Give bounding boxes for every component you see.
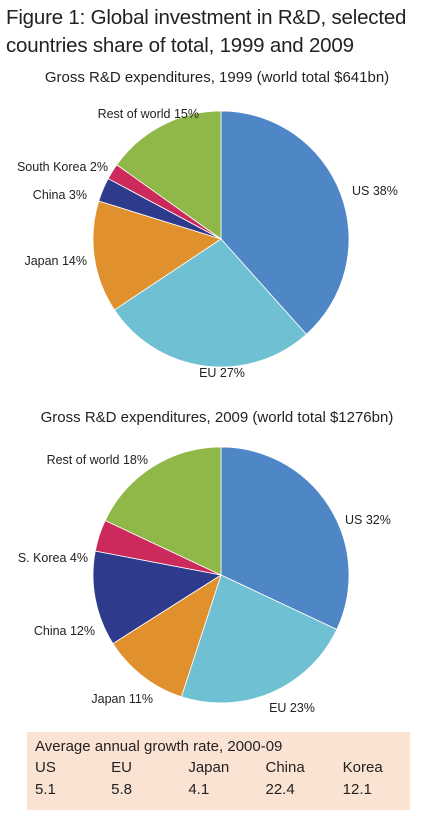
- slice-label-rest-of-world: Rest of world 15%: [98, 107, 199, 121]
- slice-label-eu: EU 23%: [269, 701, 315, 715]
- growth-value-china: 22.4: [265, 781, 295, 798]
- slice-label-rest-of-world: Rest of world 18%: [47, 453, 148, 467]
- growth-value-row: 5.1 5.8 4.1 22.4 12.1: [35, 779, 402, 801]
- pie-title: Gross R&D expenditures, 1999 (world tota…: [45, 69, 389, 86]
- growth-header-us: US: [35, 759, 56, 776]
- growth-header-korea: Korea: [342, 759, 383, 776]
- slice-label-s-korea: S. Korea 4%: [18, 551, 88, 565]
- pie-slice-japan: [112, 574, 222, 698]
- slice-label-china: China 12%: [34, 624, 95, 638]
- pie-slice-rest-of-world: [104, 446, 222, 576]
- growth-table-title: Average annual growth rate, 2000-09: [35, 738, 283, 755]
- pie-slice-eu: [180, 574, 338, 704]
- slice-label-south-korea: South Korea 2%: [17, 160, 108, 174]
- growth-header-eu: EU: [111, 759, 133, 776]
- growth-rate-table: Average annual growth rate, 2000-09 US E…: [27, 732, 410, 810]
- pie-slice-japan: [92, 200, 222, 311]
- slice-label-china: China 3%: [33, 188, 87, 202]
- slice-label-eu: EU 27%: [199, 366, 245, 380]
- growth-value-eu: 5.8: [111, 781, 133, 798]
- pie-slice-eu: [113, 238, 307, 368]
- growth-value-japan: 4.1: [188, 781, 210, 798]
- figure-title: Figure 1: Global investment in R&D, sele…: [6, 6, 407, 57]
- growth-header-row: US EU Japan China Korea: [35, 757, 402, 779]
- growth-value-us: 5.1: [35, 781, 56, 798]
- pie-slice-rest-of-world: [116, 110, 222, 240]
- slice-label-japan: Japan 14%: [24, 254, 87, 268]
- slice-label-us: US 32%: [345, 513, 391, 527]
- growth-header-japan: Japan: [188, 759, 230, 776]
- growth-header-china: China: [265, 759, 305, 776]
- pie-slice-us: [220, 110, 350, 335]
- growth-value-korea: 12.1: [342, 781, 372, 798]
- pie-slice-china: [92, 550, 223, 645]
- pie-slice-us: [220, 446, 350, 631]
- pie-chart-2009: Gross R&D expenditures, 2009 (world tota…: [18, 409, 394, 715]
- slice-label-us: US 38%: [352, 184, 398, 198]
- slice-label-japan: Japan 11%: [91, 692, 153, 706]
- pie-chart-1999: Gross R&D expenditures, 1999 (world tota…: [17, 69, 398, 380]
- pie-title: Gross R&D expenditures, 2009 (world tota…: [41, 409, 394, 426]
